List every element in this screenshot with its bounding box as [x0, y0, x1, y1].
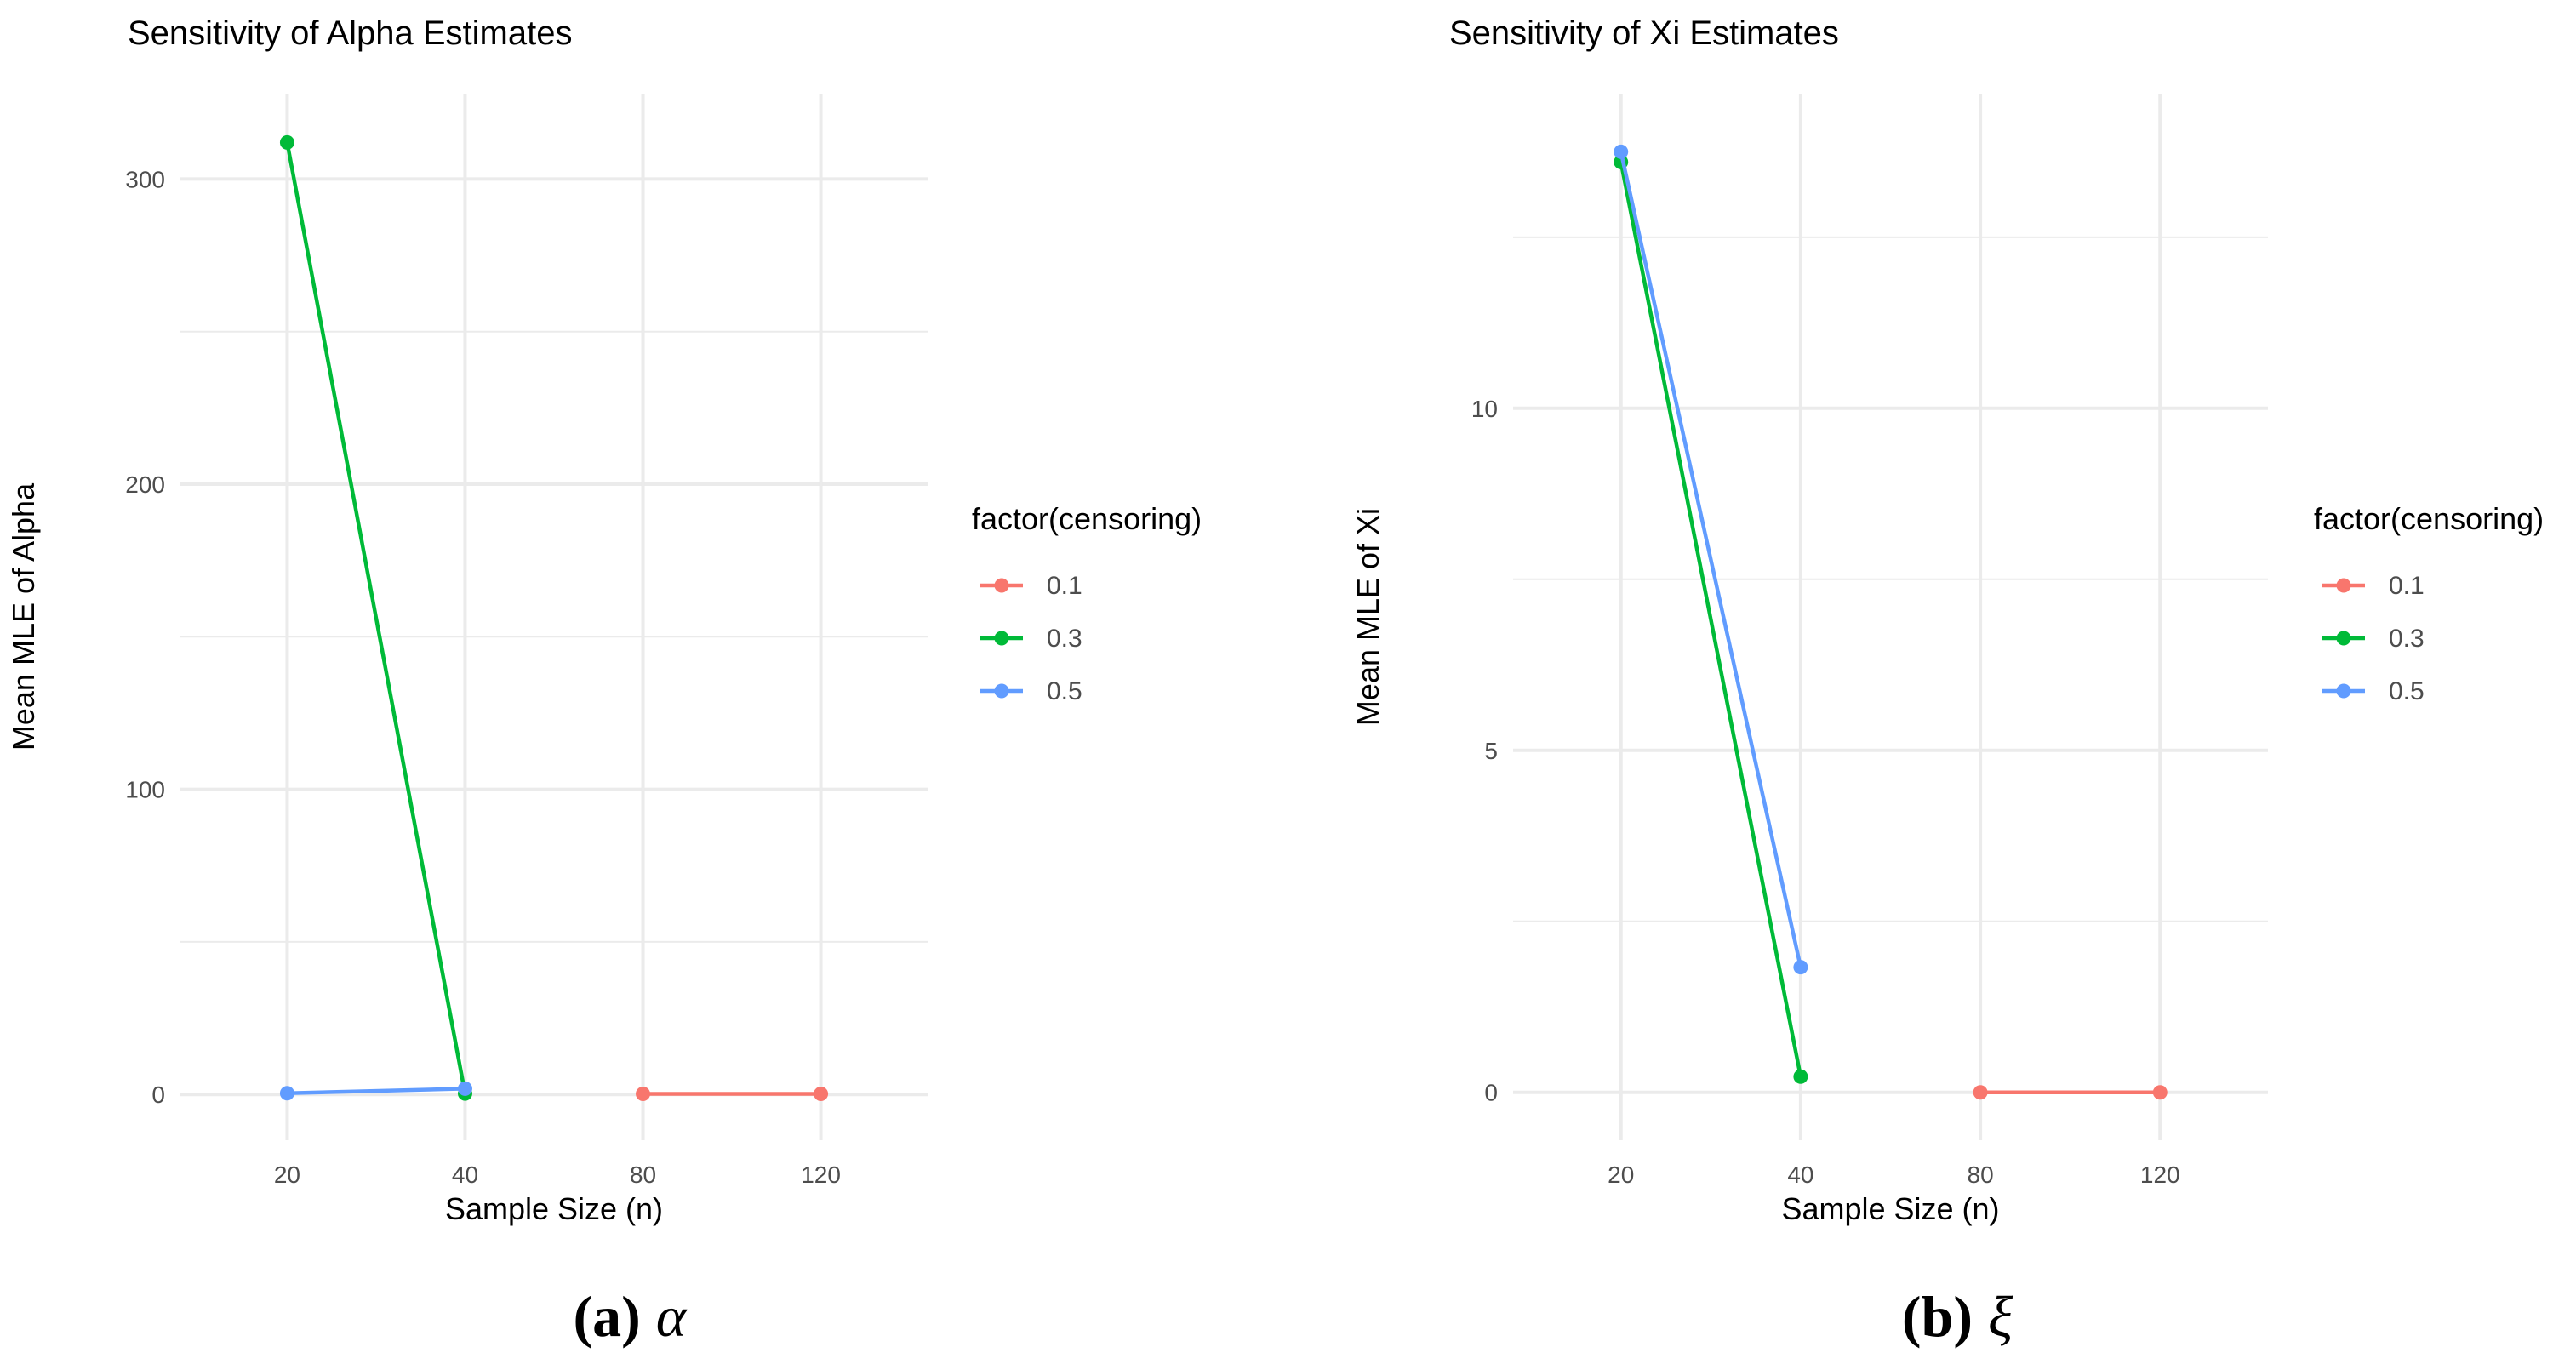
- data-point: [457, 1081, 472, 1096]
- x-axis-label: Sample Size (n): [445, 1191, 663, 1226]
- legend-label: 0.5: [2389, 677, 2425, 705]
- caption-label: (a): [574, 1284, 641, 1349]
- caption-label: (b): [1902, 1284, 1973, 1349]
- legend-label: 0.3: [2389, 625, 2425, 653]
- y-axis-label: Mean MLE of Alpha: [6, 482, 41, 751]
- y-tick-label: 200: [125, 471, 165, 498]
- legend-key-point: [2336, 683, 2351, 699]
- data-point: [1793, 960, 1808, 975]
- y-tick-label: 10: [1471, 396, 1498, 422]
- data-point: [1793, 1069, 1808, 1084]
- x-tick-label: 20: [1608, 1162, 1634, 1188]
- x-tick-label: 20: [274, 1162, 300, 1188]
- y-tick-label: 100: [125, 777, 165, 803]
- legend-label: 0.1: [1047, 572, 1082, 600]
- data-point: [279, 134, 294, 150]
- legend-key-point: [994, 631, 1009, 646]
- data-point: [636, 1086, 651, 1101]
- series-line: [285, 141, 467, 1094]
- legend-key-point: [994, 578, 1009, 593]
- chart-title: Sensitivity of Xi Estimates: [1449, 14, 1839, 52]
- y-tick-label: 300: [125, 166, 165, 192]
- caption-symbol: α: [656, 1284, 688, 1349]
- x-tick-label: 120: [2140, 1162, 2180, 1188]
- legend-title: factor(censoring): [2314, 501, 2544, 536]
- y-axis-label: Mean MLE of Xi: [1351, 508, 1385, 726]
- data-point: [2152, 1085, 2168, 1100]
- x-tick-label: 40: [1787, 1162, 1813, 1188]
- legend-key-point: [994, 683, 1009, 699]
- legend-key-point: [2336, 631, 2351, 646]
- y-tick-label: 0: [151, 1082, 165, 1108]
- x-tick-label: 40: [452, 1162, 478, 1188]
- legend-title: factor(censoring): [972, 501, 1202, 536]
- data-point: [1973, 1085, 1988, 1100]
- x-axis-label: Sample Size (n): [1781, 1191, 1999, 1226]
- panel-alpha: Sensitivity of Alpha Estimates 0 100 200 300…: [6, 14, 1202, 1349]
- figure-caption: (b) ξ: [1902, 1284, 2013, 1349]
- panel-xi: Sensitivity of Xi Estimates 0 5 10 20 40 80 120…: [1351, 14, 2544, 1349]
- legend-label: 0.3: [1047, 625, 1082, 653]
- x-tick-label: 80: [630, 1162, 656, 1188]
- x-tick-label: 80: [1968, 1162, 1994, 1188]
- data-point: [814, 1086, 829, 1101]
- y-tick-label: 5: [1484, 738, 1498, 764]
- legend-label: 0.5: [1047, 677, 1082, 705]
- legend-label: 0.1: [2389, 572, 2425, 600]
- series-line: [1619, 161, 1803, 1077]
- data-point: [279, 1086, 294, 1101]
- legend-key-point: [2336, 578, 2351, 593]
- y-tick-label: 0: [1484, 1080, 1498, 1106]
- series-line: [287, 1087, 466, 1096]
- x-tick-label: 120: [801, 1162, 841, 1188]
- caption-symbol: ξ: [1988, 1284, 2013, 1349]
- data-point: [1614, 144, 1629, 159]
- chart-title: Sensitivity of Alpha Estimates: [128, 14, 572, 52]
- series-line: [1619, 151, 1803, 968]
- figure-caption: (a) α: [574, 1284, 688, 1349]
